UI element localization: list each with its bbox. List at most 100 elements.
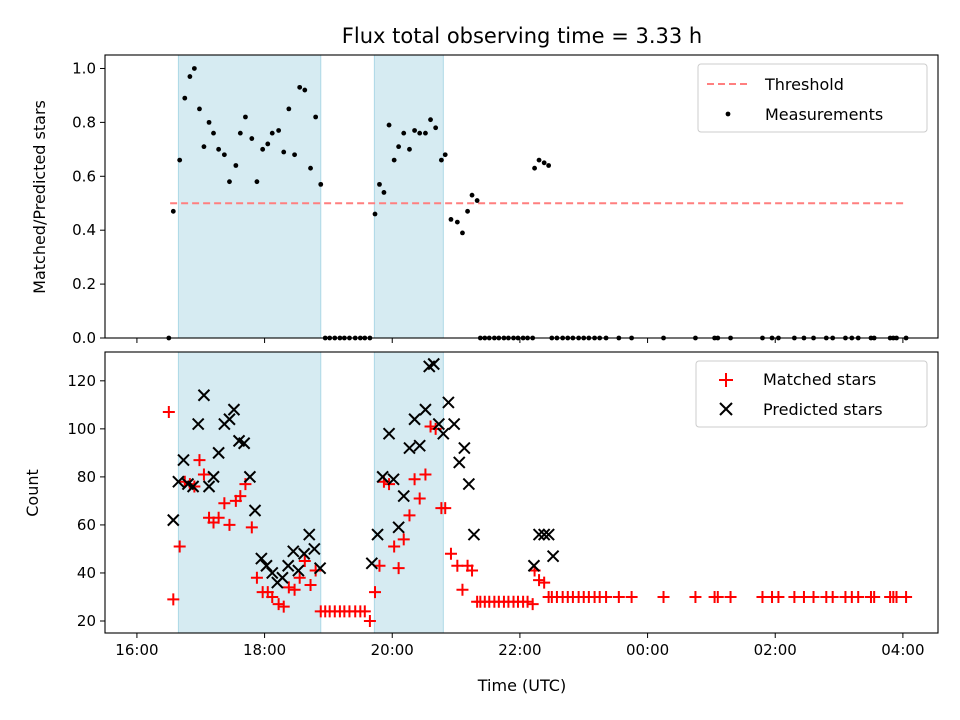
measurement-point bbox=[313, 114, 319, 120]
matched-star-point bbox=[173, 540, 186, 553]
chart-title: Flux total observing time = 3.33 h bbox=[342, 24, 702, 48]
predicted-star-point bbox=[287, 545, 300, 558]
predicted-star-point bbox=[237, 437, 251, 450]
predicted-star-point bbox=[376, 470, 389, 484]
predicted-star-point bbox=[532, 528, 546, 541]
measurement-point bbox=[448, 217, 454, 222]
measurement-point bbox=[211, 130, 216, 136]
matched-star-point bbox=[533, 574, 546, 587]
matched-star-point bbox=[397, 533, 410, 546]
predicted-star-point bbox=[432, 417, 446, 431]
measurement-point bbox=[182, 95, 188, 101]
top-plot-frame bbox=[104, 54, 939, 339]
matched-star-point bbox=[408, 473, 421, 486]
predicted-star-point bbox=[453, 456, 466, 469]
measurement-point bbox=[177, 157, 183, 163]
predicted-star-point bbox=[202, 480, 216, 493]
measurement-point bbox=[206, 119, 212, 125]
predicted-star-point bbox=[255, 552, 268, 565]
measurement-point bbox=[170, 208, 176, 214]
measurement-point bbox=[386, 122, 392, 128]
measurement-point bbox=[438, 157, 444, 163]
matched-star-point bbox=[309, 564, 322, 577]
measurement-point bbox=[276, 128, 282, 133]
predicted-star-point bbox=[292, 564, 305, 577]
measurement-point bbox=[433, 125, 439, 131]
measurement-point bbox=[318, 181, 324, 187]
matched-star-point bbox=[358, 605, 371, 618]
matched-star-point bbox=[369, 586, 382, 599]
matched-star-point bbox=[526, 598, 539, 611]
predicted-star-point bbox=[308, 542, 321, 556]
x-tick-label: 18:00 bbox=[243, 641, 286, 659]
predicted-star-point bbox=[537, 528, 551, 541]
measurement-point bbox=[227, 179, 232, 185]
predicted-star-point bbox=[462, 477, 476, 491]
predicted-star-point bbox=[447, 417, 461, 431]
matched-star-point bbox=[444, 547, 457, 560]
matched-star-point bbox=[826, 590, 839, 603]
measurement-point bbox=[297, 84, 303, 90]
matched-star-point bbox=[466, 564, 479, 577]
y-tick-label: 20 bbox=[77, 612, 96, 630]
measurement-point bbox=[546, 163, 552, 168]
matched-star-point bbox=[600, 590, 613, 603]
matched-star-point bbox=[424, 420, 437, 433]
measurement-point bbox=[191, 66, 197, 71]
measurement-point bbox=[286, 106, 292, 112]
matched-star-point bbox=[392, 562, 405, 575]
shaded-region bbox=[373, 54, 444, 339]
y-tick-label: 0.0 bbox=[72, 329, 96, 347]
shaded-region bbox=[177, 351, 322, 634]
bottom-matched-points bbox=[162, 406, 913, 627]
matched-star-point bbox=[625, 590, 638, 603]
predicted-star-point bbox=[227, 403, 241, 416]
predicted-star-point bbox=[542, 528, 555, 541]
predicted-star-point bbox=[419, 403, 432, 416]
measurement-point bbox=[254, 179, 260, 185]
matched-star-point bbox=[167, 593, 180, 606]
shaded-region bbox=[177, 54, 322, 339]
matched-star-point bbox=[612, 590, 625, 603]
x-axis-label: Time (UTC) bbox=[477, 676, 566, 695]
top-legend-box bbox=[697, 63, 928, 133]
y-tick-label: 1.0 bbox=[72, 59, 96, 77]
predicted-star-point bbox=[458, 441, 471, 455]
top-legend: Threshold Measurements bbox=[697, 63, 928, 133]
bottom-y-axis-label: Count bbox=[23, 469, 42, 517]
bottom-panel: 20 40 60 80 100 120 16:00 18:00 20:00 22:00 00:00… bbox=[23, 351, 939, 695]
matched-star-point bbox=[403, 509, 416, 522]
bottom-legend-box bbox=[695, 360, 928, 428]
matched-star-point bbox=[272, 598, 285, 611]
legend-matched-marker bbox=[719, 373, 733, 387]
measurement-point bbox=[412, 128, 417, 133]
measurement-point bbox=[454, 219, 460, 225]
matched-star-point bbox=[193, 454, 206, 467]
predicted-star-point bbox=[467, 528, 481, 541]
measurement-point bbox=[201, 144, 207, 150]
matched-star-point bbox=[363, 614, 376, 627]
bottom-predicted-points bbox=[167, 357, 560, 589]
matched-star-point bbox=[223, 518, 236, 531]
x-tick-label: 16:00 bbox=[115, 641, 158, 659]
y-tick-label: 0.8 bbox=[72, 113, 96, 131]
matched-star-point bbox=[456, 583, 469, 596]
matched-star-point bbox=[724, 590, 737, 603]
predicted-star-point bbox=[387, 473, 400, 486]
predicted-star-point bbox=[248, 504, 262, 517]
predicted-star-point bbox=[397, 489, 410, 503]
predicted-star-point bbox=[413, 439, 426, 452]
predicted-star-point bbox=[223, 413, 236, 426]
measurement-point bbox=[381, 190, 387, 195]
measurement-point bbox=[237, 130, 243, 136]
predicted-star-point bbox=[527, 559, 541, 572]
predicted-star-point bbox=[186, 480, 200, 493]
y-tick-label: 120 bbox=[67, 372, 96, 390]
measurement-point bbox=[460, 230, 465, 236]
predicted-star-point bbox=[371, 528, 384, 541]
matched-star-point bbox=[250, 571, 263, 584]
predicted-star-point bbox=[276, 571, 289, 584]
measurement-point bbox=[216, 146, 222, 152]
measurement-point bbox=[308, 165, 313, 171]
measurement-point bbox=[260, 146, 266, 152]
